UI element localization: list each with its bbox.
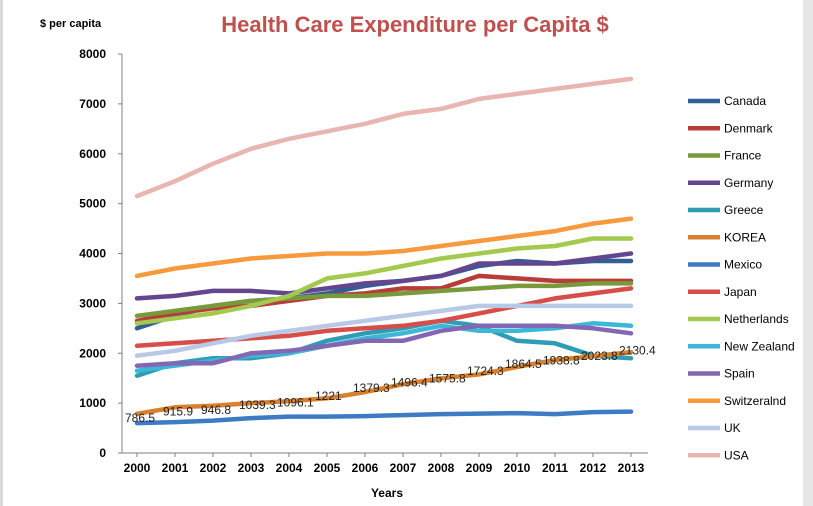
data-label: 786.5 — [125, 411, 155, 425]
series-line-spain — [134, 323, 634, 368]
y-tick-label: 8000 — [79, 47, 106, 61]
data-label: 2130.4 — [619, 344, 656, 358]
legend: Canada Denmark France Germany Greece KOREA Mex… — [688, 94, 795, 462]
x-tick-label: 2011 — [542, 461, 568, 475]
data-label: 1096.1 — [277, 395, 314, 409]
x-tick-label: 2013 — [618, 461, 645, 475]
series-line-mexico — [134, 409, 634, 426]
data-label: 1379.3 — [353, 381, 390, 395]
frame-right-border — [803, 0, 813, 506]
legend-label: Denmark — [724, 121, 774, 135]
x-tick-label: 2012 — [580, 461, 607, 475]
series-lines — [134, 76, 634, 426]
frame-left-border — [0, 0, 3, 506]
x-tick-label: 2005 — [314, 461, 341, 475]
y-tick-label: 0 — [99, 446, 106, 460]
series-line-usa — [134, 76, 634, 199]
y-tick-label: 5000 — [79, 197, 106, 211]
legend-label: Canada — [724, 94, 766, 108]
x-tick-label: 2002 — [200, 461, 227, 475]
data-label: 1575.8 — [429, 371, 466, 385]
data-label: 1221 — [315, 389, 342, 403]
y-tick-label: 6000 — [79, 147, 106, 161]
legend-label: Japan — [724, 285, 757, 299]
series-line-france — [134, 281, 634, 319]
series-line-korea — [134, 349, 634, 417]
y-tick-label: 7000 — [79, 97, 106, 111]
legend-label: New Zealand — [724, 339, 795, 353]
x-tick-label: 2007 — [390, 461, 417, 475]
x-tick-label: 2003 — [238, 461, 265, 475]
x-tick-label: 2010 — [504, 461, 531, 475]
data-label: 1864.5 — [505, 357, 542, 371]
legend-label: UK — [724, 421, 741, 435]
x-tick-label: 2006 — [352, 461, 379, 475]
data-label: 1938.8 — [543, 353, 580, 367]
legend-label: Switzeralnd — [724, 394, 786, 408]
x-tick-label: 2004 — [276, 461, 303, 475]
legend-label: Mexico — [724, 258, 762, 272]
y-axis-title: $ per capita — [40, 18, 102, 30]
legend-label: Spain — [724, 367, 755, 381]
data-label: 1039.3 — [239, 398, 276, 412]
series-line-germany — [134, 251, 634, 301]
legend-label: France — [724, 149, 762, 163]
data-label: 1496.4 — [391, 375, 428, 389]
legend-label: Germany — [724, 176, 773, 190]
data-label: 2023.8 — [581, 349, 618, 363]
y-tick-label: 2000 — [79, 346, 106, 360]
x-tick-label: 2001 — [162, 461, 189, 475]
legend-label: Netherlands — [724, 312, 789, 326]
series-line-switzeralnd — [134, 216, 634, 279]
x-tick-labels: 2000 2001 2002 2003 2004 2005 2006 2007 2008 2009… — [124, 453, 645, 475]
y-tick-label: 1000 — [79, 396, 106, 410]
chart-title: Health Care Expenditure per Capita $ — [221, 12, 609, 37]
data-label: 915.9 — [163, 404, 193, 418]
series-line-denmark — [134, 273, 634, 324]
y-tick-label: 4000 — [79, 247, 106, 261]
series-line-netherlands — [134, 236, 634, 326]
series-line-uk — [134, 303, 634, 358]
y-tick-labels: 0 1000 2000 3000 4000 5000 6000 7000 8000 — [79, 47, 122, 460]
x-axis-title: Years — [371, 486, 403, 500]
legend-label: Greece — [724, 203, 764, 217]
data-label: 946.8 — [201, 403, 231, 417]
legend-label: KOREA — [724, 230, 766, 244]
x-tick-label: 2000 — [124, 461, 151, 475]
y-tick-label: 3000 — [79, 296, 106, 310]
legend-label: USA — [724, 448, 749, 462]
x-tick-label: 2008 — [428, 461, 455, 475]
data-label: 1724.3 — [467, 364, 504, 378]
data-labels: 786.5 915.9 946.8 1039.3 1096.1 1221 1379.3 149… — [125, 344, 656, 425]
x-tick-label: 2009 — [466, 461, 493, 475]
